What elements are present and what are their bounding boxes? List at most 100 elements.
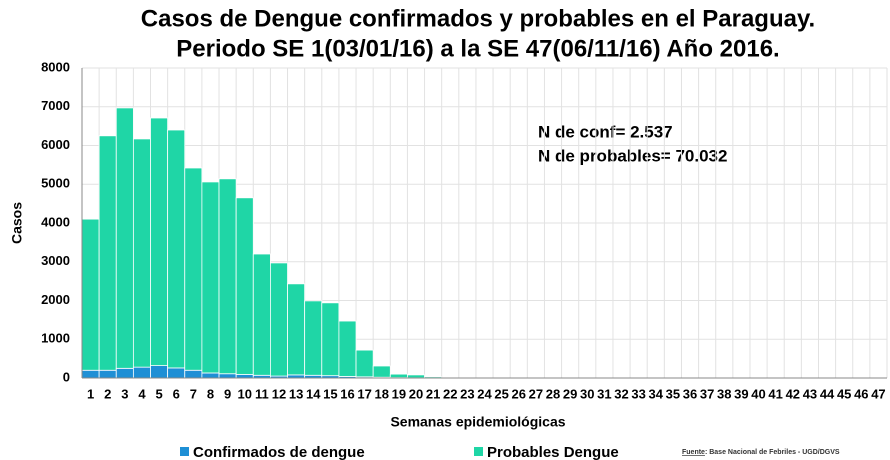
x-tick-label: 46 xyxy=(854,386,868,401)
x-tick-label: 1 xyxy=(87,386,94,401)
x-tick-label: 26 xyxy=(512,386,526,401)
source-label: Fuente xyxy=(682,449,705,456)
bar-segment xyxy=(201,372,220,379)
x-tick-label: 27 xyxy=(529,386,543,401)
bar-segment xyxy=(338,320,357,377)
bar-segment xyxy=(115,107,134,369)
annotation: N de conf= 2.537 xyxy=(538,122,673,141)
x-tick-label: 22 xyxy=(443,386,457,401)
x-tick-label: 31 xyxy=(597,386,611,401)
bar-segment xyxy=(167,129,186,369)
bar-segment xyxy=(115,367,134,379)
x-tick-label: 21 xyxy=(426,386,440,401)
y-tick-label: 6000 xyxy=(41,137,70,152)
x-tick-label: 13 xyxy=(289,386,303,401)
bar-segment xyxy=(81,369,100,379)
x-tick-label: 30 xyxy=(580,386,594,401)
x-tick-label: 25 xyxy=(494,386,508,401)
x-tick-label: 3 xyxy=(121,386,128,401)
bar-segment xyxy=(235,374,254,379)
x-tick-label: 5 xyxy=(155,386,162,401)
legend-label: Probables Dengue xyxy=(487,444,619,460)
bar-segment xyxy=(355,349,374,378)
bar-segment xyxy=(184,167,203,371)
y-axis-label: Casos xyxy=(9,202,25,244)
x-tick-label: 23 xyxy=(460,386,474,401)
x-tick-label: 11 xyxy=(255,386,269,401)
bar-segment xyxy=(304,300,323,376)
x-tick-label: 7 xyxy=(190,386,197,401)
x-tick-label: 37 xyxy=(700,386,714,401)
bar-segment xyxy=(218,178,237,375)
y-tick-label: 0 xyxy=(63,369,70,384)
x-tick-label: 28 xyxy=(546,386,560,401)
x-tick-label: 18 xyxy=(374,386,388,401)
bar-segment xyxy=(372,365,391,378)
bar-segment xyxy=(150,117,169,367)
x-tick-label: 24 xyxy=(477,386,492,401)
bar-segment xyxy=(98,369,117,379)
bar-segment xyxy=(407,374,425,379)
bar-segment xyxy=(81,218,100,371)
x-tick-label: 36 xyxy=(683,386,697,401)
annotation: N de probables= 70.032 xyxy=(538,146,727,165)
legend-swatch xyxy=(474,447,483,456)
x-tick-label: 40 xyxy=(751,386,765,401)
y-tick-label: 2000 xyxy=(41,292,70,307)
bar-segment xyxy=(218,373,237,379)
legend-swatch xyxy=(180,447,189,456)
x-tick-label: 20 xyxy=(409,386,423,401)
bar-segment xyxy=(167,367,186,379)
bar-segment xyxy=(235,197,254,375)
chart-title: Casos de Dengue confirmados y probables … xyxy=(141,5,815,32)
x-tick-label: 4 xyxy=(138,386,146,401)
x-tick-label: 43 xyxy=(803,386,817,401)
x-tick-label: 10 xyxy=(237,386,251,401)
x-tick-label: 32 xyxy=(614,386,628,401)
x-tick-label: 45 xyxy=(837,386,851,401)
bar-segment xyxy=(389,373,408,379)
y-tick-label: 7000 xyxy=(41,98,70,113)
x-tick-label: 8 xyxy=(207,386,214,401)
y-tick-label: 1000 xyxy=(41,331,70,346)
bar-segment xyxy=(132,138,151,368)
chart-subtitle: Periodo SE 1(03/01/16) a la SE 47(06/11/… xyxy=(176,35,779,62)
y-tick-label: 5000 xyxy=(41,176,70,191)
y-tick-label: 8000 xyxy=(41,59,70,74)
x-tick-label: 15 xyxy=(323,386,337,401)
bar-segment xyxy=(287,283,306,376)
x-tick-label: 35 xyxy=(666,386,680,401)
bar-segment xyxy=(132,366,151,379)
x-axis-label: Semanas epidemiológicas xyxy=(390,414,565,430)
x-tick-label: 14 xyxy=(306,386,321,401)
x-tick-label: 44 xyxy=(820,386,835,401)
bar-segment xyxy=(270,262,288,377)
y-tick-label: 4000 xyxy=(41,214,70,229)
bar-segment xyxy=(201,181,220,374)
source: Fuente: Base Nacional de Febriles - UGD/… xyxy=(682,449,840,456)
bar-segment xyxy=(184,369,203,379)
x-tick-label: 41 xyxy=(768,386,782,401)
y-tick-label: 3000 xyxy=(41,253,70,268)
x-tick-label: 39 xyxy=(734,386,748,401)
x-tick-label: 9 xyxy=(224,386,231,401)
x-tick-label: 17 xyxy=(357,386,371,401)
x-tick-label: 19 xyxy=(392,386,406,401)
source-text: : Base Nacional de Febriles - UGD/DGVS xyxy=(705,449,840,456)
bar-segment xyxy=(252,253,271,376)
x-tick-label: 6 xyxy=(173,386,180,401)
legend-label: Confirmados de dengue xyxy=(193,444,365,460)
x-tick-label: 33 xyxy=(631,386,645,401)
x-tick-label: 34 xyxy=(649,386,664,401)
x-tick-label: 2 xyxy=(104,386,111,401)
x-tick-label: 12 xyxy=(272,386,286,401)
x-tick-label: 16 xyxy=(340,386,354,401)
x-tick-label: 38 xyxy=(717,386,731,401)
x-tick-label: 29 xyxy=(563,386,577,401)
bar-segment xyxy=(150,365,169,379)
bar-segment xyxy=(321,302,340,377)
x-tick-label: 47 xyxy=(871,386,885,401)
bar-segment xyxy=(98,135,117,371)
x-tick-label: 42 xyxy=(786,386,800,401)
